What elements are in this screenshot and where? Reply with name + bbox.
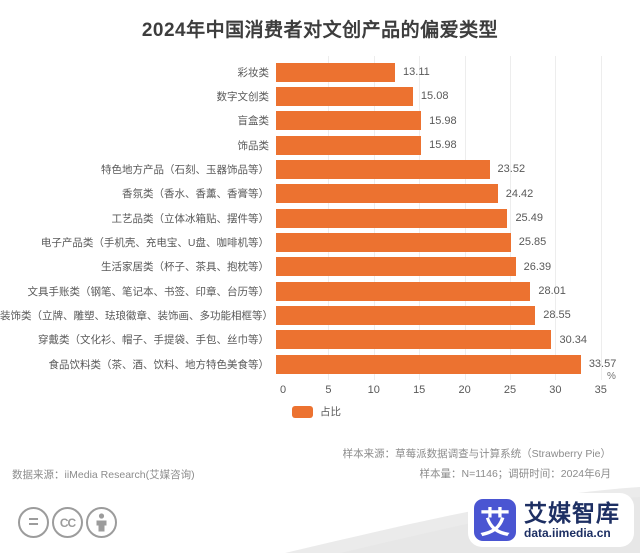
bar-row: 香氛类（香水、香薰、香膏等） 24.42 [0, 182, 640, 206]
bar-row: 电子产品类（手机壳、充电宝、U盘、咖啡机等） 25.85 [0, 230, 640, 254]
bar [276, 86, 413, 106]
value-label: 24.42 [505, 187, 534, 200]
x-tick-label: 0 [279, 384, 287, 396]
brand-logo-icon: 艾 [474, 499, 516, 541]
bar [276, 305, 536, 325]
x-tick-label: 35 [594, 384, 607, 396]
bar [276, 159, 490, 179]
data-source-note: 数据来源：iiMedia Research(艾媒咨询) [12, 469, 195, 481]
value-label: 25.85 [518, 236, 547, 249]
value-label: 28.55 [543, 309, 571, 322]
category-label: 装饰类（立牌、雕塑、珐琅徽章、装饰画、多功能相框等） [0, 309, 273, 322]
category-label: 盲盒类 [237, 115, 270, 128]
bar [276, 184, 498, 204]
value-label: 30.34 [559, 333, 588, 346]
x-tick-label: 10 [367, 384, 380, 396]
value-label: 23.52 [497, 163, 526, 176]
sample-size-note: 样本量：N=1146；调研时间：2024年6月 [419, 468, 612, 480]
bar [276, 111, 422, 131]
category-label: 穿戴类（文化衫、帽子、手提袋、手包、丝巾等） [38, 334, 269, 347]
brand-logo: 艾 艾媒智库 data.iimedia.cn [468, 493, 634, 547]
chart-title: 2024年中国消费者对文创产品的偏爱类型 [141, 20, 499, 41]
legend-label: 占比 [320, 406, 341, 418]
gridline [555, 56, 557, 380]
cc-glyph: CC [59, 515, 76, 530]
sample-source-note: 样本来源：草莓派数据调查与计算系统（Strawberry Pie） [342, 448, 611, 460]
value-label: 13.11 [403, 66, 430, 79]
brand-url: data.iimedia.cn [524, 525, 611, 540]
bar [276, 330, 552, 350]
bar-row: 装饰类（立牌、雕塑、珐琅徽章、装饰画、多功能相框等） 28.55 [0, 303, 640, 327]
bar-row: 生活家居类（杯子、茶具、抱枕等） 26.39 [0, 255, 640, 279]
bar-row: 穿戴类（文化衫、帽子、手提袋、手包、丝巾等） 30.34 [0, 328, 640, 352]
bar-row: 彩妆类 13.11 [0, 60, 640, 84]
chart-rows: 彩妆类 13.11 数字文创类 15.08 盲盒类 15.98 饰品类 15.98 特色地方产品… [0, 60, 640, 376]
person-icon [86, 507, 117, 538]
gridline [510, 56, 511, 380]
value-label: 15.08 [420, 90, 449, 103]
legend: 占比 [292, 404, 341, 419]
equals-icon: = [18, 507, 49, 538]
bar [276, 257, 516, 277]
legend-swatch [292, 405, 313, 418]
category-label: 彩妆类 [237, 66, 270, 79]
category-label: 电子产品类（手机壳、充电宝、U盘、咖啡机等） [40, 236, 269, 249]
category-label: 香氛类（香水、香薰、香膏等） [122, 188, 269, 201]
gridline [600, 56, 602, 380]
bar [276, 281, 531, 301]
category-label: 特色地方产品（石刻、玉器饰品等） [101, 163, 269, 176]
x-tick-label: 15 [413, 384, 426, 396]
cc-icon: CC [52, 507, 83, 538]
equals-glyph: = [28, 511, 39, 532]
value-label: 15.98 [429, 139, 457, 152]
category-label: 生活家居类（杯子、茶具、抱枕等） [101, 261, 269, 274]
category-label: 饰品类 [237, 139, 270, 152]
value-label: 33.57 [588, 358, 617, 371]
x-tick-label: 20 [458, 384, 471, 396]
axis-unit-label: % [607, 371, 616, 382]
person-glyph [96, 513, 107, 532]
category-label: 工艺品类（立体冰箱贴、摆件等） [111, 212, 270, 225]
value-label: 28.01 [538, 285, 566, 298]
bar-row: 工艺品类（立体冰箱贴、摆件等） 25.49 [0, 206, 640, 230]
bar-row: 食品饮料类（茶、酒、饮料、地方特色美食等） 33.57 [0, 352, 640, 376]
bar-row: 文具手账类（钢笔、笔记本、书签、印章、台历等） 28.01 [0, 279, 640, 303]
license-icons: = CC [18, 507, 117, 538]
x-tick-label: 5 [325, 384, 332, 396]
bar [276, 354, 581, 374]
category-label: 食品饮料类（茶、酒、饮料、地方特色美食等） [48, 358, 270, 371]
value-label: 15.98 [429, 114, 457, 127]
category-label: 数字文创类 [216, 90, 270, 103]
value-label: 25.49 [515, 212, 543, 225]
bar [276, 62, 396, 82]
bar [276, 232, 511, 252]
x-tick-label: 30 [549, 384, 562, 396]
bar-row: 饰品类 15.98 [0, 133, 640, 157]
bar-row: 特色地方产品（石刻、玉器饰品等） 23.52 [0, 157, 640, 181]
value-label: 26.39 [523, 260, 552, 273]
x-tick-label: 25 [503, 384, 517, 396]
bar [276, 135, 422, 155]
bar-row: 数字文创类 15.08 [0, 84, 640, 108]
bar-row: 盲盒类 15.98 [0, 109, 640, 133]
category-label: 文具手账类（钢笔、笔记本、书签、印章、台历等） [27, 285, 270, 298]
bar-chart: 彩妆类 13.11 数字文创类 15.08 盲盒类 15.98 饰品类 15.98 特色地方产品… [0, 56, 640, 396]
bar [276, 208, 508, 228]
brand-name: 艾媒智库 [524, 499, 620, 526]
